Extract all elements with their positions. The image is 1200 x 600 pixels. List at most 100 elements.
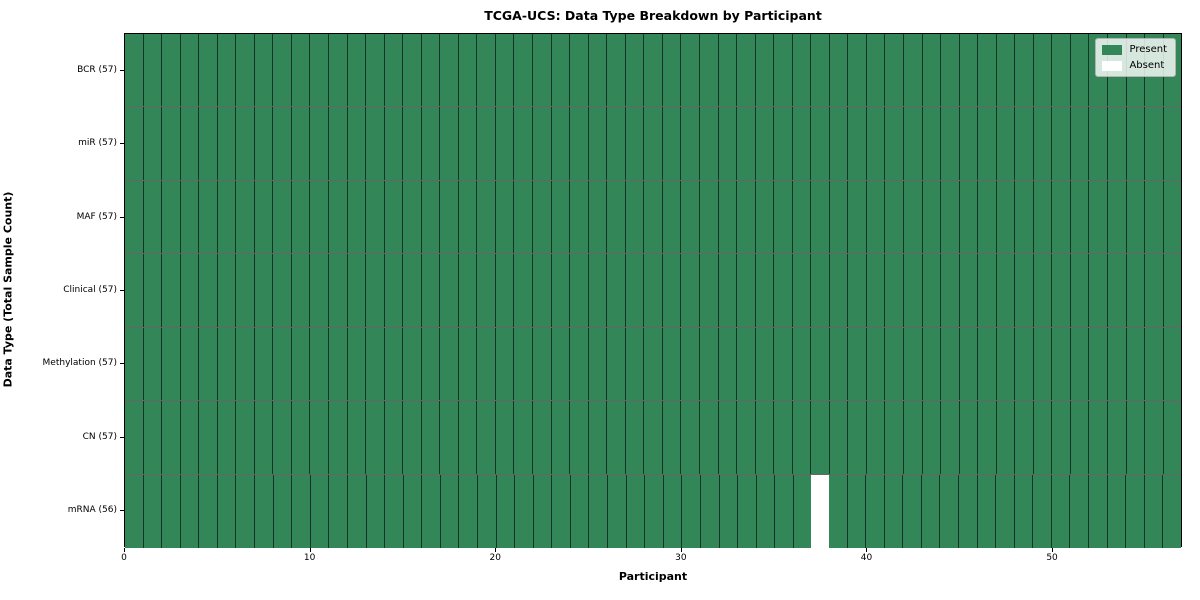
heatmap-cell [939, 474, 959, 548]
heatmap-cell [142, 474, 162, 548]
heatmap-cell [494, 34, 514, 107]
heatmap-row-maf [125, 180, 1182, 255]
present-swatch [1102, 44, 1123, 55]
x-tick-mark [866, 548, 868, 552]
legend-item-present: Present [1102, 44, 1167, 55]
heatmap-cell [977, 254, 996, 327]
heatmap-cell [290, 107, 310, 180]
x-tick-mark [124, 548, 125, 552]
heatmap-cell [754, 107, 774, 180]
heatmap-cell [847, 107, 866, 180]
heatmap-cell [698, 401, 718, 474]
heatmap-cell [1014, 34, 1033, 107]
heatmap-cell [420, 180, 440, 254]
heatmap-cell [587, 34, 607, 107]
heatmap-cell [1144, 401, 1163, 474]
x-tick-label-30: 30 [675, 553, 687, 563]
y-tick-label-mir: miR (57) [78, 138, 117, 149]
heatmap-cell [902, 474, 921, 548]
heatmap-cell [142, 107, 162, 180]
heatmap-cell [532, 327, 551, 401]
heatmap-cell [272, 180, 291, 254]
heatmap-cell [216, 107, 236, 180]
heatmap-cell [661, 254, 681, 327]
heatmap-cell [494, 401, 514, 474]
heatmap-cell [736, 401, 755, 474]
heatmap-cell [383, 401, 403, 474]
heatmap-cell [754, 254, 774, 327]
x-axis-label: Participant [618, 570, 688, 583]
heatmap-cell [699, 474, 719, 548]
heatmap-cell [513, 254, 533, 327]
heatmap-cell [625, 474, 645, 548]
heatmap-cell [476, 327, 495, 401]
heatmap-cell [513, 327, 533, 401]
heatmap-cell [1032, 107, 1052, 180]
heatmap-cell [532, 254, 551, 327]
heatmap-cell [828, 180, 848, 254]
heatmap-cell [550, 107, 570, 180]
heatmap-cell [958, 254, 978, 327]
heatmap-cell [439, 180, 458, 254]
heatmap-cell [457, 34, 477, 107]
heatmap-cell [198, 180, 217, 254]
heatmap-cell [1050, 474, 1070, 548]
heatmap-cell [940, 107, 959, 180]
heatmap-cell [643, 327, 662, 401]
heatmap-cell [365, 327, 384, 401]
heatmap-cell [402, 254, 421, 327]
y-tick-mark [120, 216, 124, 218]
heatmap-cell [402, 107, 421, 180]
heatmap-cell [884, 107, 903, 180]
heatmap-cell [624, 327, 644, 401]
heatmap-cell [1162, 254, 1182, 327]
x-tick-label-20: 20 [489, 553, 501, 563]
heatmap-cell [1069, 34, 1089, 107]
heatmap-cell [976, 474, 996, 548]
heatmap-cell [921, 254, 941, 327]
heatmap-cell [125, 474, 143, 548]
heatmap-cell [1106, 107, 1126, 180]
heatmap-cell [606, 34, 625, 107]
heatmap-cell [791, 107, 811, 180]
heatmap-cell [754, 180, 774, 254]
heatmap-cell [420, 327, 440, 401]
heatmap-cell [865, 254, 885, 327]
heatmap-cell [977, 107, 996, 180]
heatmap-cell [958, 180, 978, 254]
heatmap-cell [643, 254, 662, 327]
heatmap-cell [550, 327, 570, 401]
heatmap-cell [717, 327, 737, 401]
heatmap-cell [569, 34, 588, 107]
heatmap-cell [1125, 107, 1145, 180]
heatmap-cell [773, 401, 792, 474]
heatmap-cell [1088, 107, 1107, 180]
heatmap-cell [995, 401, 1015, 474]
heatmap-cell [587, 401, 607, 474]
heatmap-cell [921, 327, 941, 401]
heatmap-cell [1032, 401, 1052, 474]
heatmap-cell [439, 474, 459, 548]
heatmap-cell [439, 401, 458, 474]
heatmap-cell [161, 401, 180, 474]
legend-label-absent: Absent [1129, 60, 1165, 71]
heatmap-cell [1125, 327, 1145, 401]
heatmap-cell [161, 34, 180, 107]
heatmap-cell [198, 401, 217, 474]
heatmap-cell [569, 474, 589, 548]
heatmap-cell [977, 180, 996, 254]
x-tick-label-40: 40 [860, 553, 873, 563]
heatmap-cell [365, 180, 384, 254]
heatmap-cell [383, 327, 403, 401]
heatmap-cell [346, 327, 366, 401]
heatmap-cell [457, 327, 477, 401]
heatmap-cell [402, 34, 421, 107]
heatmap-cell [1032, 474, 1051, 548]
heatmap-cell [995, 34, 1015, 107]
heatmap-cell [216, 327, 236, 401]
heatmap-cell [402, 327, 421, 401]
heatmap-cell [977, 401, 996, 474]
heatmap-cell [1144, 254, 1163, 327]
heatmap-cell [644, 474, 663, 548]
heatmap-cell [902, 401, 922, 474]
